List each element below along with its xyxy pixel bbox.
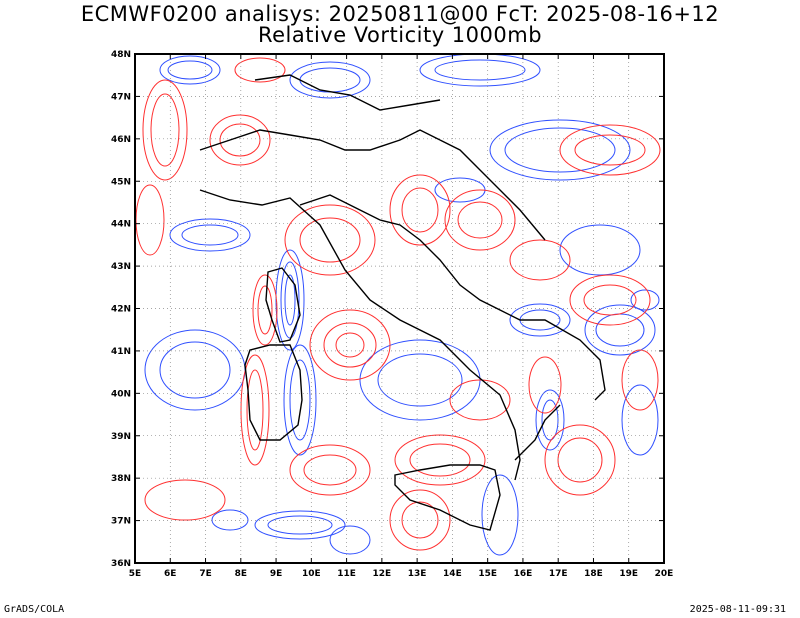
lat-label-38N: 38N	[111, 474, 131, 484]
map-subtitle: Relative Vorticity 1000mb	[257, 23, 543, 47]
lat-label-45N: 45N	[111, 177, 131, 187]
lat-label-42N: 42N	[111, 305, 131, 315]
graticule	[135, 54, 664, 563]
vorticity-field	[135, 54, 664, 563]
lat-label-48N: 48N	[111, 50, 131, 60]
lon-label-18E: 18E	[584, 569, 603, 579]
lat-label-46N: 46N	[111, 135, 131, 145]
coastlines	[199, 74, 606, 531]
lon-label-12E: 12E	[373, 569, 392, 579]
lon-label-7E: 7E	[199, 569, 211, 579]
lat-label-44N: 44N	[111, 220, 131, 230]
map-title: ECMWF0200 analisys: 20250811@00 FcT: 202…	[80, 2, 720, 26]
lon-label-20E: 20E	[655, 569, 674, 579]
lat-label-47N: 47N	[111, 92, 131, 102]
lon-label-16E: 16E	[514, 569, 533, 579]
longitude-labels: 5E 6E 7E 8E 9E 10E 11E 12E 13E 14E 15E 16E 17E 18E 19E…	[129, 569, 674, 579]
lon-label-13E: 13E	[408, 569, 427, 579]
lon-label-15E: 15E	[478, 569, 497, 579]
lon-label-6E: 6E	[164, 569, 176, 579]
lon-label-5E: 5E	[129, 569, 141, 579]
lat-label-40N: 40N	[111, 389, 131, 399]
footer-credit: GrADS/COLA	[4, 604, 65, 615]
lon-label-11E: 11E	[337, 569, 356, 579]
lon-label-9E: 9E	[270, 569, 282, 579]
latitude-labels: 36N 37N 38N 39N 40N 41N 42N 43N 44N 45N 46N 47N 48N	[111, 50, 131, 569]
axis-ticks	[134, 53, 665, 564]
lon-label-8E: 8E	[235, 569, 247, 579]
lon-label-19E: 19E	[619, 569, 638, 579]
footer-timestamp: 2025-08-11-09:31	[689, 604, 786, 615]
lat-label-43N: 43N	[111, 262, 131, 272]
lat-label-36N: 36N	[111, 559, 131, 569]
lon-label-14E: 14E	[443, 569, 462, 579]
lat-label-39N: 39N	[111, 432, 131, 442]
lat-label-37N: 37N	[111, 517, 131, 527]
lat-label-41N: 41N	[111, 347, 131, 357]
lon-label-10E: 10E	[302, 569, 321, 579]
lon-label-17E: 17E	[549, 569, 568, 579]
